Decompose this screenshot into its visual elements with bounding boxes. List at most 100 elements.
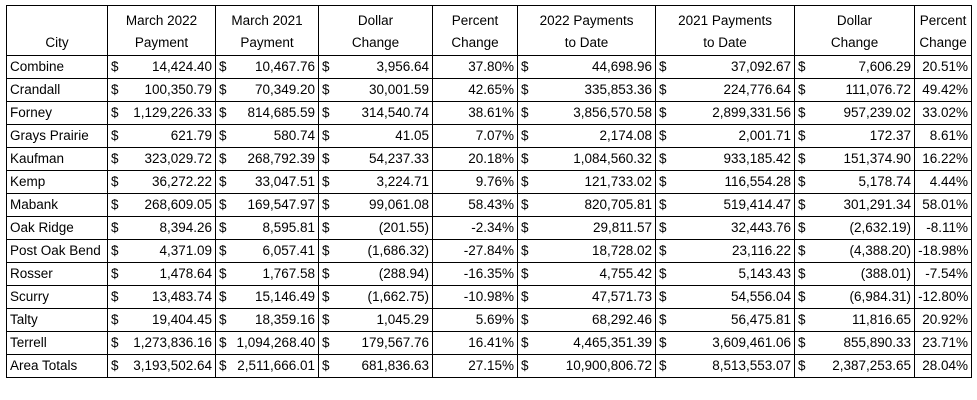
currency-symbol: $	[655, 354, 674, 378]
currency-symbol: $	[655, 331, 674, 355]
amount-cell: 18,728.02	[535, 239, 657, 263]
currency-symbol: $	[107, 239, 126, 263]
currency-symbol: $	[794, 331, 813, 355]
percent-cell: 16.41%	[432, 331, 519, 355]
currency-symbol: $	[318, 331, 337, 355]
amount-cell: 15,146.49	[233, 285, 320, 309]
amount-cell: 37,092.67	[673, 55, 796, 79]
percent-cell: 7.07%	[432, 124, 519, 148]
currency-symbol: $	[794, 55, 813, 79]
amount-cell: 172.37	[812, 124, 916, 148]
amount-cell: 4,371.09	[125, 239, 217, 263]
amount-cell: 814,685.59	[233, 101, 320, 125]
city-cell: Grays Prairie	[6, 124, 108, 148]
amount-cell: 18,359.16	[233, 308, 320, 332]
percent-cell: -12.80%	[914, 285, 973, 309]
header-line: to Date	[564, 35, 609, 50]
city-cell: Rosser	[6, 262, 108, 286]
currency-symbol: $	[318, 147, 337, 171]
percent-cell: 9.76%	[432, 170, 519, 194]
currency-symbol: $	[107, 147, 126, 171]
amount-cell: 268,792.39	[233, 147, 320, 171]
city-cell: Mabank	[6, 193, 108, 217]
currency-symbol: $	[215, 262, 234, 286]
currency-symbol: $	[517, 308, 536, 332]
table-row: Grays Prairie $621.79 $580.74 $41.05 7.07% $2…	[6, 124, 973, 148]
currency-symbol: $	[215, 354, 234, 378]
amount-cell: 10,467.76	[233, 55, 320, 79]
currency-symbol: $	[794, 101, 813, 125]
table-row: Kemp $36,272.22 $33,047.51 $3,224.71 9.76% $1…	[6, 170, 973, 194]
currency-symbol: $	[655, 285, 674, 309]
currency-symbol: $	[107, 331, 126, 355]
currency-symbol: $	[107, 124, 126, 148]
currency-symbol: $	[517, 101, 536, 125]
payments-spreadsheet: City March 2022 Payment March 2021 Payme…	[6, 5, 973, 378]
amount-cell: 2,511,666.01	[233, 354, 320, 378]
currency-symbol: $	[107, 78, 126, 102]
amount-cell: (4,388.20)	[812, 239, 916, 263]
currency-symbol: $	[655, 147, 674, 171]
currency-symbol: $	[318, 216, 337, 240]
currency-symbol: $	[655, 170, 674, 194]
percent-cell: 37.80%	[432, 55, 519, 79]
amount-cell: 23,116.22	[673, 239, 796, 263]
table-body: Combine $14,424.40 $10,467.76 $3,956.64 37.8…	[6, 55, 973, 378]
percent-cell: -10.98%	[432, 285, 519, 309]
amount-cell: 3,224.71	[336, 170, 434, 194]
table-row: Oak Ridge $8,394.26 $8,595.81 $ (201.55) -2.3…	[6, 216, 973, 240]
header-line: Dollar	[357, 13, 394, 28]
currency-symbol: $	[107, 308, 126, 332]
city-cell: Kemp	[6, 170, 108, 194]
currency-symbol: $	[794, 285, 813, 309]
city-cell: Kaufman	[6, 147, 108, 171]
amount-cell: 301,291.34	[812, 193, 916, 217]
amount-cell: 68,292.46	[535, 308, 657, 332]
currency-symbol: $	[215, 101, 234, 125]
city-cell: Oak Ridge	[6, 216, 108, 240]
currency-symbol: $	[655, 262, 674, 286]
amount-cell: 323,029.72	[125, 147, 217, 171]
percent-cell: -7.54%	[914, 262, 973, 286]
table-row: Crandall $100,350.79 $70,349.20 $30,001.59 4…	[6, 78, 973, 102]
amount-cell: 519,414.47	[673, 193, 796, 217]
header-line: Change	[919, 35, 967, 50]
percent-cell: 28.04%	[914, 354, 973, 378]
currency-symbol: $	[107, 101, 126, 125]
amount-cell: (388.01)	[812, 262, 916, 286]
percent-cell: 8.61%	[914, 124, 973, 148]
currency-symbol: $	[215, 124, 234, 148]
table-row: Scurry $13,483.74 $15,146.49 $ (1,662.75) -10…	[6, 285, 973, 309]
percent-cell: 58.43%	[432, 193, 519, 217]
amount-cell: 36,272.22	[125, 170, 217, 194]
currency-symbol: $	[215, 239, 234, 263]
amount-cell: 56,475.81	[673, 308, 796, 332]
amount-cell: 3,956.64	[336, 55, 434, 79]
header-ytd-dollar-change: Dollar Change	[794, 5, 916, 56]
currency-symbol: $	[318, 78, 337, 102]
amount-cell: 5,143.43	[673, 262, 796, 286]
amount-cell: 10,900,806.72	[535, 354, 657, 378]
header-line: Payment	[240, 35, 294, 50]
amount-cell: 2,174.08	[535, 124, 657, 148]
amount-cell: (201.55)	[336, 216, 434, 240]
percent-cell: -27.84%	[432, 239, 519, 263]
currency-symbol: $	[794, 193, 813, 217]
currency-symbol: $	[107, 354, 126, 378]
header-line: March 2021	[231, 13, 303, 28]
amount-cell: 855,890.33	[812, 331, 916, 355]
currency-symbol: $	[215, 285, 234, 309]
amount-cell: 933,185.42	[673, 147, 796, 171]
currency-symbol: $	[517, 262, 536, 286]
currency-symbol: $	[215, 170, 234, 194]
amount-cell: 8,394.26	[125, 216, 217, 240]
currency-symbol: $	[517, 285, 536, 309]
amount-cell: (288.94)	[336, 262, 434, 286]
percent-cell: 58.01%	[914, 193, 973, 217]
currency-symbol: $	[655, 101, 674, 125]
amount-cell: 2,001.71	[673, 124, 796, 148]
amount-cell: 1,129,226.33	[125, 101, 217, 125]
amount-cell: 8,513,553.07	[673, 354, 796, 378]
table-row: Rosser $1,478.64 $1,767.58 $ (288.94) -16.35%…	[6, 262, 973, 286]
amount-cell: 54,237.33	[336, 147, 434, 171]
